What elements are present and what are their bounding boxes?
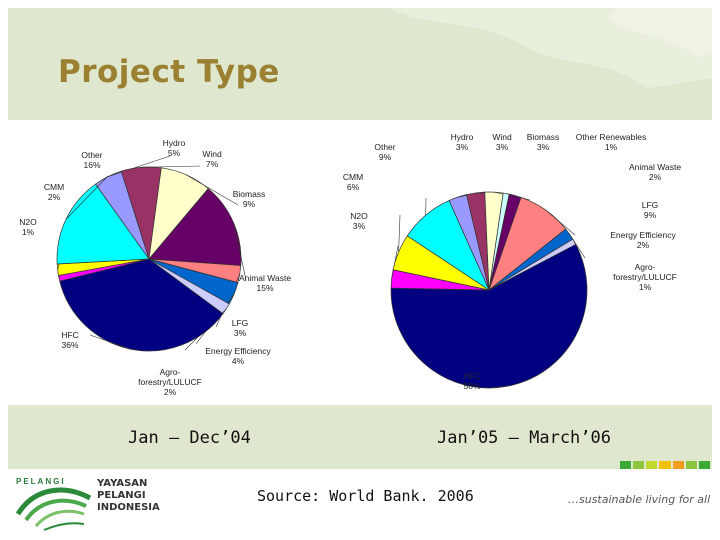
- slice-label: Animal Waste: [629, 162, 681, 172]
- slice-value: 7%: [206, 159, 219, 169]
- slice-value: 15%: [256, 283, 273, 293]
- slice-label: Other Renewables: [576, 132, 646, 142]
- leader-line: [233, 223, 247, 281]
- pelangi-logo: PELANGI: [15, 477, 92, 531]
- slice-label: N2O: [19, 217, 37, 227]
- chart-caption-left: Jan – Dec’04: [128, 428, 251, 448]
- slice-value: 3%: [234, 328, 247, 338]
- color-stripe: [620, 461, 712, 469]
- slice-label: Biomass: [233, 189, 266, 199]
- slice-value: 1%: [639, 282, 652, 292]
- slice-label: HFC: [61, 330, 78, 340]
- map-watermark: [388, 8, 712, 88]
- slice-value: 9%: [243, 199, 256, 209]
- caption-band: [8, 405, 712, 469]
- slice-label: Other: [374, 142, 395, 152]
- slice-value: 2%: [637, 240, 650, 250]
- stripe-segment: [672, 461, 684, 469]
- slice-label: N2O: [350, 211, 368, 221]
- pie-slice-other: [406, 200, 490, 291]
- slice-value: 1%: [605, 142, 618, 152]
- slice-value: 2%: [164, 387, 177, 397]
- leader-line: [487, 385, 512, 389]
- stripe-segment: [685, 461, 697, 469]
- slice-value: 1%: [22, 227, 35, 237]
- pie-slice-other: [56, 183, 150, 265]
- slice-label: Energy Efficiency: [205, 346, 271, 356]
- slice-label: Hydro: [163, 138, 186, 148]
- logo-line-2: PELANGI: [97, 490, 146, 501]
- stripe-segment: [659, 461, 671, 469]
- logo-brand-text: PELANGI: [16, 477, 66, 486]
- slice-label: Wind: [492, 132, 512, 142]
- slice-value: 4%: [232, 356, 245, 366]
- leader-line: [107, 155, 171, 177]
- logo-line-3: INDONESIA: [97, 502, 160, 513]
- slice-label: LFG: [232, 318, 249, 328]
- slice-value: 3%: [496, 142, 509, 152]
- slice-label: forestry/LULUCF: [138, 377, 202, 387]
- tagline: …sustainable living for all: [568, 493, 711, 506]
- slice-value: 2%: [649, 172, 662, 182]
- leader-line: [398, 214, 401, 253]
- slice-value: 6%: [347, 182, 360, 192]
- slice-label: HFC: [463, 371, 480, 381]
- slice-value: 36%: [61, 340, 78, 350]
- slice-label: Hydro: [451, 132, 474, 142]
- stripe-segment: [633, 461, 645, 469]
- leader-line: [89, 334, 132, 350]
- stripe-segment: [698, 461, 710, 469]
- slice-label: forestry/LULUCF: [613, 272, 677, 282]
- slice-label: Energy Efficiency: [610, 230, 676, 240]
- leader-line: [545, 209, 576, 236]
- page-title: Project Type: [58, 54, 280, 90]
- logo-text: YAYASAN PELANGI INDONESIA: [97, 478, 160, 514]
- leader-line: [141, 165, 201, 168]
- logo-arc-icon: [15, 487, 92, 516]
- slice-label: Agro-: [635, 262, 656, 272]
- slice-value: 3%: [353, 221, 366, 231]
- chart-caption-right: Jan’05 – March’06: [437, 428, 611, 448]
- slice-value: 3%: [537, 142, 550, 152]
- leader-line: [65, 175, 109, 220]
- slice-label: Biomass: [527, 132, 560, 142]
- slice-value: 58%: [463, 381, 480, 391]
- slice-label: CMM: [343, 172, 363, 182]
- stripe-segment: [620, 461, 632, 469]
- slice-label: Animal Waste: [239, 273, 291, 283]
- slice-value: 9%: [644, 210, 657, 220]
- slice-label: CMM: [44, 182, 64, 192]
- leader-line: [186, 174, 239, 206]
- slice-label: Other: [81, 150, 102, 160]
- slice-label: Agro-: [160, 367, 181, 377]
- leader-line: [569, 233, 586, 259]
- slice-value: 2%: [48, 192, 61, 202]
- slice-label: LFG: [642, 200, 659, 210]
- slice-label: Wind: [202, 149, 222, 159]
- slice-value: 5%: [168, 148, 181, 158]
- slice-value: 16%: [83, 160, 100, 170]
- slice-value: 9%: [379, 152, 392, 162]
- slice-value: 3%: [456, 142, 469, 152]
- logo-line-1: YAYASAN: [97, 478, 148, 489]
- header-band: [8, 8, 712, 120]
- source-note: Source: World Bank. 2006: [257, 487, 474, 505]
- stripe-segment: [646, 461, 658, 469]
